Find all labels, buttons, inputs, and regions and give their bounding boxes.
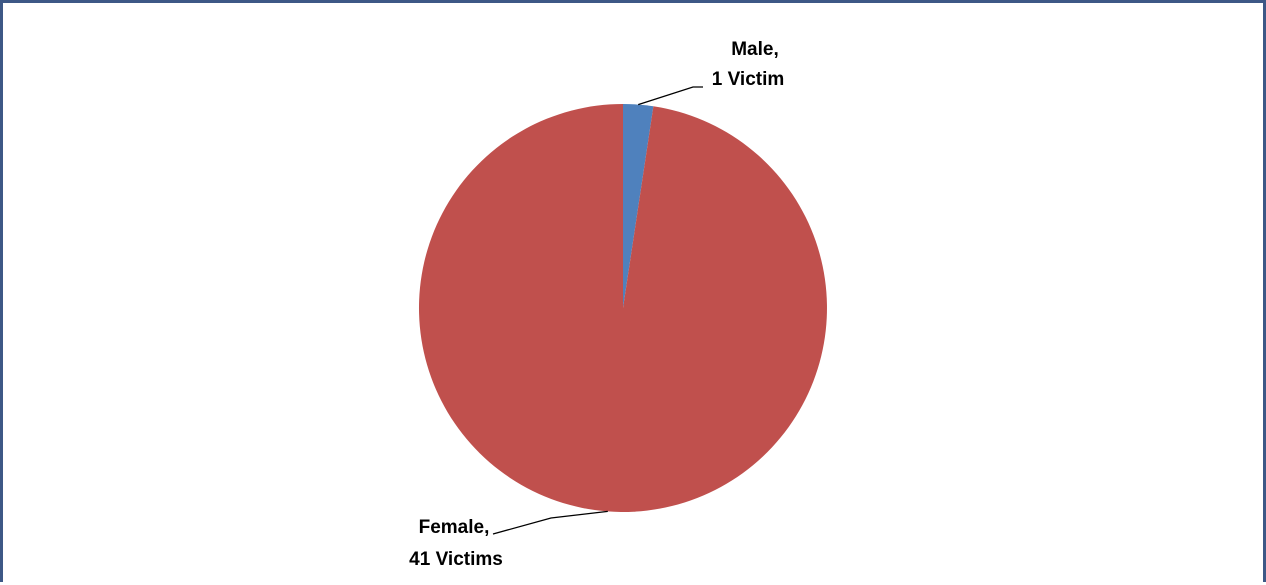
leader-line-male (638, 86, 703, 106)
pie-chart: Male, 1 Victim Female, 41 Victims (409, 39, 827, 570)
pie-slice-male (623, 104, 654, 308)
pie-slices (418, 104, 827, 512)
leader-line-female (492, 510, 608, 535)
label-male-value: 1 Victim (712, 69, 785, 90)
label-female-value: 41 Victims (409, 549, 503, 570)
label-female-category: Female, (419, 517, 490, 538)
label-male-category: Male, (731, 39, 779, 60)
leader-lines (492, 86, 703, 535)
data-labels: Male, 1 Victim Female, 41 Victims (409, 39, 784, 570)
pie-slice-female (418, 104, 827, 512)
